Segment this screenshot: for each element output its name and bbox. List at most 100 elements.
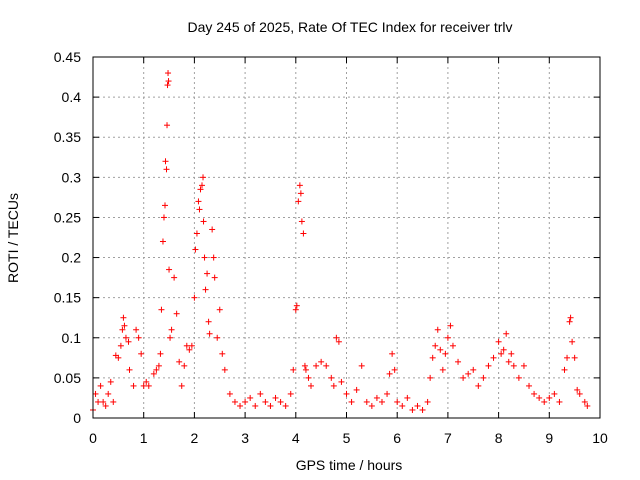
y-tick-label: 0.2 (62, 250, 82, 266)
data-point (313, 362, 320, 369)
data-point (503, 330, 510, 337)
data-point (159, 238, 166, 245)
data-point (164, 82, 171, 89)
data-point (442, 350, 449, 357)
data-point (186, 346, 193, 353)
data-point (386, 370, 393, 377)
y-tick-label: 0.4 (62, 89, 82, 105)
data-point (191, 294, 198, 301)
data-point (495, 338, 502, 345)
data-point (541, 398, 548, 405)
data-point (520, 362, 527, 369)
data-point (333, 334, 340, 341)
data-point (209, 226, 216, 233)
data-point (161, 202, 168, 209)
data-point (335, 338, 342, 345)
data-point (242, 398, 249, 405)
data-point (419, 406, 426, 413)
data-point (323, 362, 330, 369)
data-point (404, 394, 411, 401)
data-point (167, 334, 174, 341)
data-point (576, 390, 583, 397)
chart-title: Day 245 of 2025, Rate Of TEC Index for r… (187, 19, 512, 35)
data-point (505, 358, 512, 365)
data-point (561, 366, 568, 373)
data-point (566, 318, 573, 325)
data-point (409, 406, 416, 413)
data-point (358, 362, 365, 369)
data-point (121, 322, 128, 329)
data-point (204, 270, 211, 277)
data-point (287, 390, 294, 397)
data-point (290, 366, 297, 373)
data-point (348, 398, 355, 405)
data-point (500, 346, 507, 353)
data-point (237, 402, 244, 409)
data-point (338, 378, 345, 385)
x-tick-label: 5 (343, 430, 351, 446)
data-point (305, 374, 312, 381)
data-points (90, 70, 591, 413)
data-point (394, 398, 401, 405)
data-point (110, 398, 117, 405)
data-point (195, 198, 202, 205)
data-point (295, 198, 302, 205)
data-point (107, 378, 114, 385)
data-point (564, 354, 571, 361)
x-tick-label: 4 (292, 430, 300, 446)
data-point (384, 390, 391, 397)
data-point (439, 366, 446, 373)
data-point (536, 394, 543, 401)
x-tick-label: 10 (592, 430, 608, 446)
data-point (531, 390, 538, 397)
data-point (297, 190, 304, 197)
data-point (429, 354, 436, 361)
y-tick-label: 0.25 (54, 209, 81, 225)
data-point (192, 246, 199, 253)
data-point (205, 318, 212, 325)
data-point (298, 218, 305, 225)
x-tick-label: 6 (393, 430, 401, 446)
data-point (221, 366, 228, 373)
data-point (206, 330, 213, 337)
data-point (219, 350, 226, 357)
axis-ticks: 0 1 2 3 4 5 6 7 8 9 10 0 0.05 0.1 0.15 0.2 0.25 0.3 0.35 0.… (54, 49, 608, 446)
data-point (480, 374, 487, 381)
data-point (424, 398, 431, 405)
x-axis-label: GPS time / hours (296, 457, 403, 473)
data-point (130, 382, 137, 389)
data-point (449, 342, 456, 349)
data-point (546, 394, 553, 401)
data-point (510, 362, 517, 369)
data-point (122, 334, 129, 341)
data-point (120, 314, 127, 321)
data-point (125, 338, 132, 345)
data-point (498, 350, 505, 357)
data-point (181, 362, 188, 369)
data-point (165, 70, 172, 77)
data-point (143, 378, 150, 385)
data-point (414, 402, 421, 409)
data-point (178, 382, 185, 389)
data-point (434, 326, 441, 333)
data-point (574, 386, 581, 393)
data-point (115, 354, 122, 361)
data-point (105, 390, 112, 397)
y-tick-label: 0.45 (54, 49, 81, 65)
data-point (581, 398, 588, 405)
data-point (584, 402, 591, 409)
data-point (226, 390, 233, 397)
data-point (158, 306, 165, 313)
data-point (193, 230, 200, 237)
x-tick-label: 2 (191, 430, 199, 446)
data-point (460, 374, 467, 381)
data-point (437, 346, 444, 353)
data-point (95, 398, 102, 405)
data-point (135, 334, 142, 341)
data-point (202, 286, 209, 293)
data-point (293, 302, 300, 309)
data-point (292, 306, 299, 313)
data-point (247, 394, 254, 401)
x-tick-label: 3 (241, 430, 249, 446)
